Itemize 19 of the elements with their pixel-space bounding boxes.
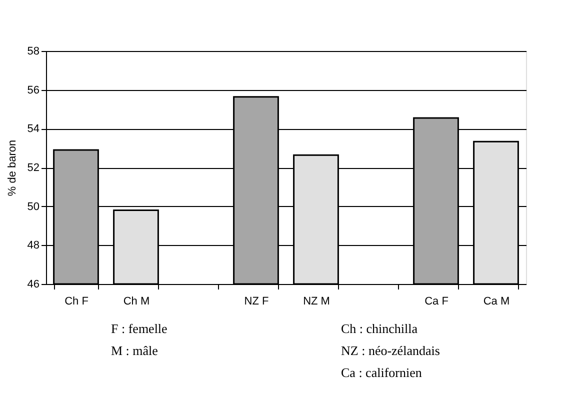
x-tick-label: NZ M: [303, 296, 330, 308]
y-tick-label: 48: [27, 240, 40, 252]
x-tick-label: NZ F: [244, 296, 269, 308]
y-tick-label: 58: [27, 46, 40, 58]
text: NZ : néo-zélandais: [341, 343, 440, 358]
text: Ca : californien: [341, 365, 422, 380]
text: F : femelle: [111, 321, 168, 336]
y-tick-label: 50: [27, 200, 40, 213]
y-tick-label: 52: [27, 162, 40, 174]
y-tick-label: 56: [27, 84, 40, 96]
y-tick-label: 46: [27, 278, 40, 290]
x-tick-label: Ca F: [424, 296, 449, 308]
x-tick-label: Ca M: [483, 296, 510, 308]
text: Ch : chinchilla: [341, 321, 418, 336]
y-axis-title: % de baron: [6, 140, 18, 196]
text: M : mâle: [111, 343, 158, 358]
x-tick-label: Ch F: [64, 296, 89, 308]
x-tick-label: Ch M: [123, 296, 150, 308]
y-tick-label: 54: [27, 123, 40, 136]
